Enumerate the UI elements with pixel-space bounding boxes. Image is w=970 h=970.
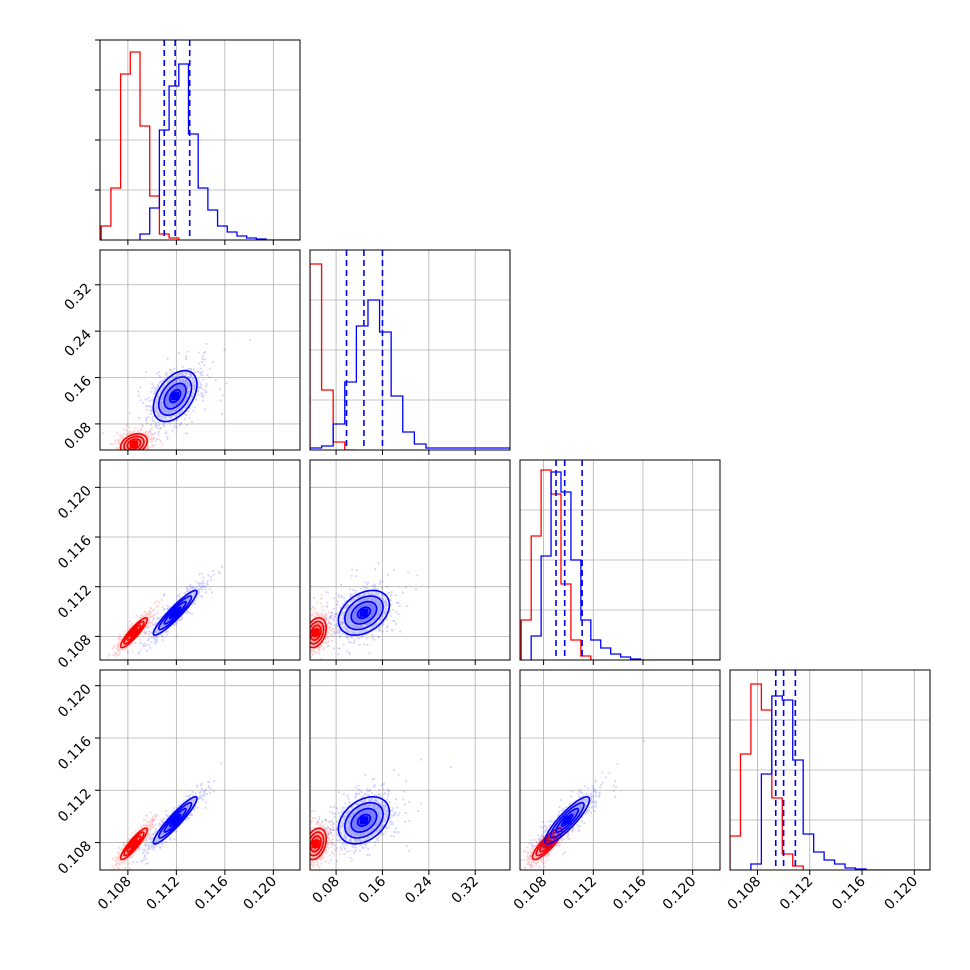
histogram-panel-0 [100,40,300,240]
grid-2-1 [310,460,510,660]
red-histogram-1 [310,263,357,450]
y-tick-label-1-3: 0.32 [61,280,94,313]
red-peak-2-1 [311,628,320,637]
y-tick-label-3-2: 0.116 [55,733,95,773]
panel-frame-3-2 [519,669,721,871]
grid-3-3 [730,670,930,870]
grid-1-0 [100,250,300,450]
scatter-panel-2-0 [107,566,224,660]
histogram-panel-1 [310,250,510,450]
blue-histogram-2 [530,471,720,660]
panel-frame-3-1 [309,669,511,871]
x-tick-label-1-2: 0.24 [402,873,435,906]
y-tick-label-3-0: 0.108 [55,838,95,878]
red-histogram-3 [730,683,804,870]
blue-peak-2-1 [359,608,368,617]
grid-2-0 [100,460,300,660]
x-tick-label-0-0: 0.108 [95,874,135,914]
panel-frame-2-2 [519,459,721,661]
grid-1-1 [310,250,510,450]
y-tick-label-2-0: 0.108 [55,632,95,672]
x-tick-label-2-1: 0.112 [560,874,600,914]
blue-peak-1-0 [171,392,180,401]
blue-peak-3-2 [563,816,572,825]
red-peak-3-1 [311,839,320,848]
grid-3-0 [100,670,300,870]
x-tick-label-1-3: 0.32 [449,874,482,907]
grid-2-2 [520,460,720,660]
x-tick-label-3-3: 0.120 [881,874,921,914]
scatter-panel-3-2 [520,740,646,870]
x-tick-label-1-0: 0.08 [310,874,343,907]
x-tick-label-3-2: 0.116 [829,873,869,913]
x-tick-label-0-2: 0.116 [192,873,232,913]
histogram-panel-3 [730,670,930,870]
x-tick-label-2-3: 0.120 [660,874,700,914]
x-tick-label-2-0: 0.108 [511,874,551,914]
histogram-panel-2 [520,460,720,660]
x-tick-label-1-1: 0.16 [356,873,389,906]
red-peak-3-0 [129,839,138,848]
y-tick-label-3-3: 0.120 [55,681,95,721]
scatter-panel-1-0 [100,339,252,450]
blue-histogram-1 [310,299,510,450]
panel-frame-1-1 [309,249,511,451]
y-tick-label-2-2: 0.116 [55,532,95,572]
panel-frame-2-0 [99,459,301,661]
y-tick-label-2-3: 0.120 [55,483,95,523]
red-peak-2-0 [129,628,138,637]
blue-histogram-3 [750,695,930,870]
x-tick-label-0-3: 0.120 [240,874,280,914]
red-histogram-0 [100,51,180,240]
panel-frame-3-3 [729,669,931,871]
y-tick-label-1-0: 0.08 [61,419,94,452]
grid-3-1 [310,670,510,870]
panel-frame-1-0 [99,249,301,451]
blue-peak-2-0 [171,608,180,617]
panel-frame-3-0 [99,669,301,871]
scatter-panel-3-1 [310,758,452,870]
blue-histogram-0 [139,63,300,240]
y-tick-label-1-1: 0.16 [61,373,94,406]
blue-peak-3-0 [171,816,180,825]
red-peak-1-0 [129,440,138,449]
panel-frame-2-1 [309,459,511,661]
scatter-panel-3-0 [111,762,223,870]
x-tick-label-0-1: 0.112 [144,874,184,914]
scatter-panel-2-1 [310,562,419,660]
y-tick-label-1-2: 0.24 [61,327,94,360]
y-tick-label-2-1: 0.112 [55,582,95,622]
x-tick-label-3-1: 0.112 [777,874,817,914]
grid-0-0 [100,40,300,240]
grid-3-2 [520,670,720,870]
x-tick-label-2-2: 0.116 [610,873,650,913]
y-tick-label-3-1: 0.112 [55,786,95,826]
blue-peak-3-1 [359,816,368,825]
x-tick-label-3-0: 0.108 [725,874,765,914]
